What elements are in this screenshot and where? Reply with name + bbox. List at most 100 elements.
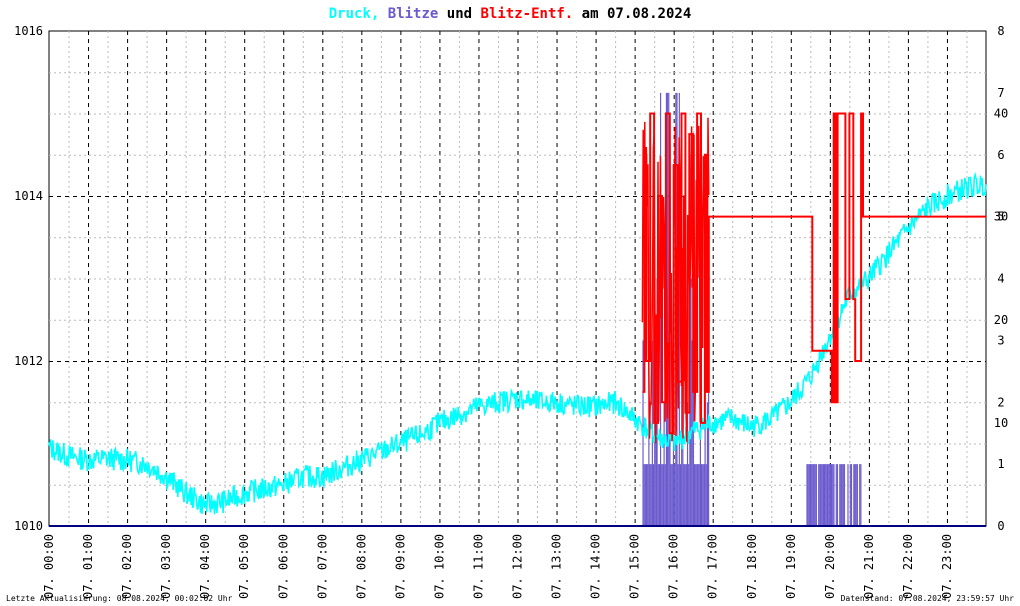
blitze-bar xyxy=(836,464,839,526)
blitz-entf-line xyxy=(642,112,986,435)
blitze-bar xyxy=(672,402,675,526)
blitze-bar xyxy=(832,464,834,526)
x-tick-label: 07. 16:00 xyxy=(667,534,681,599)
blitze-bar xyxy=(813,464,815,526)
blitze-bar xyxy=(823,464,826,526)
blitze-bar xyxy=(856,464,858,526)
x-tick-label: 07. 12:00 xyxy=(511,534,525,599)
blitze-bar xyxy=(698,464,700,526)
blitze-bar xyxy=(679,464,682,526)
blitze-bar xyxy=(674,464,676,526)
title-und: und xyxy=(447,6,472,22)
blitze-bar xyxy=(815,464,817,526)
blitze-bar xyxy=(655,402,657,526)
blitze-bar xyxy=(831,464,833,526)
blitze-bar xyxy=(704,402,706,526)
blitze-bar xyxy=(814,464,816,526)
blitze-bar xyxy=(819,464,821,526)
x-tick-label: 07. 23:00 xyxy=(940,534,954,599)
blitze-bar xyxy=(809,464,812,526)
blitze-bar xyxy=(839,464,841,526)
x-tick-label: 07. 10:00 xyxy=(432,534,446,599)
blitze-bar xyxy=(696,464,698,526)
blitze-bar xyxy=(826,464,828,526)
druck-line xyxy=(48,171,987,515)
blitze-bar xyxy=(670,464,672,526)
y-right-dist-tick-label: 40 xyxy=(994,107,1008,121)
y-right-count-tick-label: 1 xyxy=(997,457,1004,471)
blitze-bar xyxy=(667,92,669,526)
blitze-bar xyxy=(860,464,862,526)
y-right-dist-tick-label: 10 xyxy=(994,416,1008,430)
blitze-bar xyxy=(849,464,851,526)
blitze-bar xyxy=(827,464,829,526)
blitze-bar xyxy=(695,464,697,526)
blitze-bar xyxy=(833,464,835,526)
x-tick-label: 07. 06:00 xyxy=(276,534,290,599)
blitze-bar xyxy=(697,464,699,526)
x-tick-label: 07. 18:00 xyxy=(745,534,759,599)
y-right-count-tick-label: 8 xyxy=(997,24,1004,38)
blitze-bar xyxy=(854,464,856,526)
blitze-bar xyxy=(835,464,837,526)
x-tick-label: 07. 17:00 xyxy=(706,534,720,599)
blitze-bar xyxy=(664,464,666,526)
y-right-dist-tick-label: 20 xyxy=(994,313,1008,327)
blitze-bar xyxy=(843,464,846,526)
x-tick-label: 07. 22:00 xyxy=(901,534,915,599)
y-left-tick-label: 1012 xyxy=(14,354,43,368)
blitze-bar xyxy=(644,464,646,526)
axes: 1010 1012 1014 1016 0 1 2 3 4 5 6 7 8 10 20 30 40 07. 00:… xyxy=(14,24,1008,599)
title-blitze: Blitze xyxy=(388,6,439,22)
blitze-bar xyxy=(654,402,656,526)
y-right-count-tick-label: 2 xyxy=(997,395,1004,409)
footer-data-status: Datenstand: 07.08.2024, 23:59:57 Uhr xyxy=(841,594,1015,603)
blitze-bar xyxy=(647,464,649,526)
title-entf: Blitz-Entf. xyxy=(481,6,574,22)
y-left-tick-label: 1016 xyxy=(14,24,43,38)
blitze-bar xyxy=(685,464,687,526)
x-tick-label: 07. 09:00 xyxy=(393,534,407,599)
blitze-bar xyxy=(702,464,704,526)
blitze-bar xyxy=(693,464,696,526)
blitze-bar xyxy=(690,278,692,526)
blitze-bar xyxy=(859,464,861,526)
blitze-bar xyxy=(661,464,663,526)
x-tick-label: 07. 21:00 xyxy=(862,534,876,599)
blitze-bar xyxy=(708,340,710,526)
blitze-bar xyxy=(683,464,685,526)
blitze-bar xyxy=(684,464,686,526)
blitze-bar xyxy=(812,464,814,526)
x-tick-label: 07. 00:00 xyxy=(42,534,56,599)
x-tick-label: 07. 14:00 xyxy=(589,534,603,599)
blitze-bar xyxy=(706,402,709,526)
blitze-bar xyxy=(663,402,665,526)
x-tick-label: 07. 20:00 xyxy=(823,534,837,599)
y-left-tick-label: 1014 xyxy=(14,189,43,203)
y-right-count-tick-label: 7 xyxy=(997,86,1004,100)
blitze-bar xyxy=(649,464,651,526)
x-tick-label: 07. 15:00 xyxy=(628,534,642,599)
blitze-bar xyxy=(658,464,661,526)
series-blitz-entf xyxy=(641,112,986,444)
x-tick-label: 07. 02:00 xyxy=(120,534,134,599)
blitze-bar xyxy=(643,464,645,526)
blitze-bar xyxy=(825,464,827,526)
blitze-bar xyxy=(853,464,855,526)
x-tick-label: 07. 01:00 xyxy=(81,534,95,599)
blitze-bar xyxy=(692,340,694,526)
blitze-bar xyxy=(688,464,690,526)
y-right-count-tick-label: 5 xyxy=(997,210,1004,224)
y-right-count-tick-label: 3 xyxy=(997,333,1004,347)
blitze-bar xyxy=(656,278,658,526)
blitze-bar xyxy=(677,464,679,526)
y-left-tick-label: 1010 xyxy=(14,519,43,533)
blitze-bar xyxy=(847,464,849,526)
blitze-bar xyxy=(850,464,853,526)
blitz-entf-burst xyxy=(641,117,710,444)
blitze-bar xyxy=(681,278,683,526)
blitze-bar xyxy=(808,464,810,526)
x-tick-label: 07. 03:00 xyxy=(159,534,173,599)
blitze-bar xyxy=(840,464,842,526)
y-right-count-tick-label: 6 xyxy=(997,148,1004,162)
